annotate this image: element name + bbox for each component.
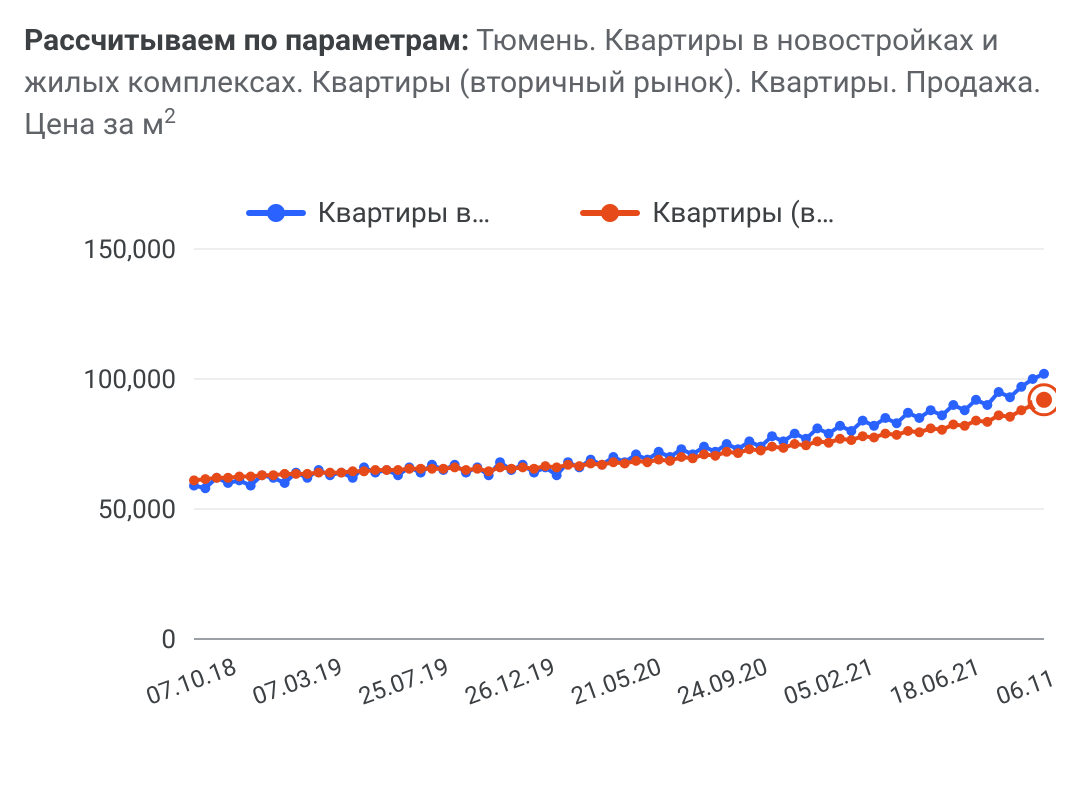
svg-text:05.02.21: 05.02.21	[780, 652, 878, 710]
price-chart: 0 50,000 100,000 150,000 07.10.1807.03.1925.…	[24, 239, 1056, 759]
svg-text:07.10.18: 07.10.18	[143, 652, 241, 710]
legend-label: Квартиры в…	[318, 196, 491, 229]
chart-svg: 0 50,000 100,000 150,000 07.10.1807.03.1925.…	[24, 239, 1056, 759]
svg-text:25.07.19: 25.07.19	[355, 652, 453, 710]
svg-text:26.12.19: 26.12.19	[461, 652, 559, 710]
legend-swatch-icon	[580, 210, 640, 216]
chart-description: Рассчитываем по параметрам: Тюмень. Квар…	[24, 20, 1056, 146]
svg-text:150,000: 150,000	[83, 239, 176, 265]
title-prefix: Рассчитываем по параметрам:	[24, 23, 469, 58]
svg-text:50,000: 50,000	[98, 495, 176, 525]
legend-label: Квартиры (в…	[652, 196, 834, 229]
legend-item: Квартиры (в…	[580, 196, 834, 229]
legend-swatch-icon	[246, 210, 306, 216]
title-superscript: 2	[164, 105, 176, 129]
legend-item: Квартиры в…	[246, 196, 491, 229]
svg-text:0: 0	[161, 625, 176, 655]
chart-legend: Квартиры в… Квартиры (в…	[24, 196, 1056, 229]
svg-text:24.09.20: 24.09.20	[674, 652, 772, 710]
svg-text:06.11.21: 06.11.21	[993, 652, 1056, 710]
svg-text:100,000: 100,000	[83, 365, 176, 395]
svg-text:21.05.20: 21.05.20	[568, 652, 666, 710]
svg-text:18.06.21: 18.06.21	[886, 652, 984, 710]
svg-text:07.03.19: 07.03.19	[249, 652, 347, 710]
